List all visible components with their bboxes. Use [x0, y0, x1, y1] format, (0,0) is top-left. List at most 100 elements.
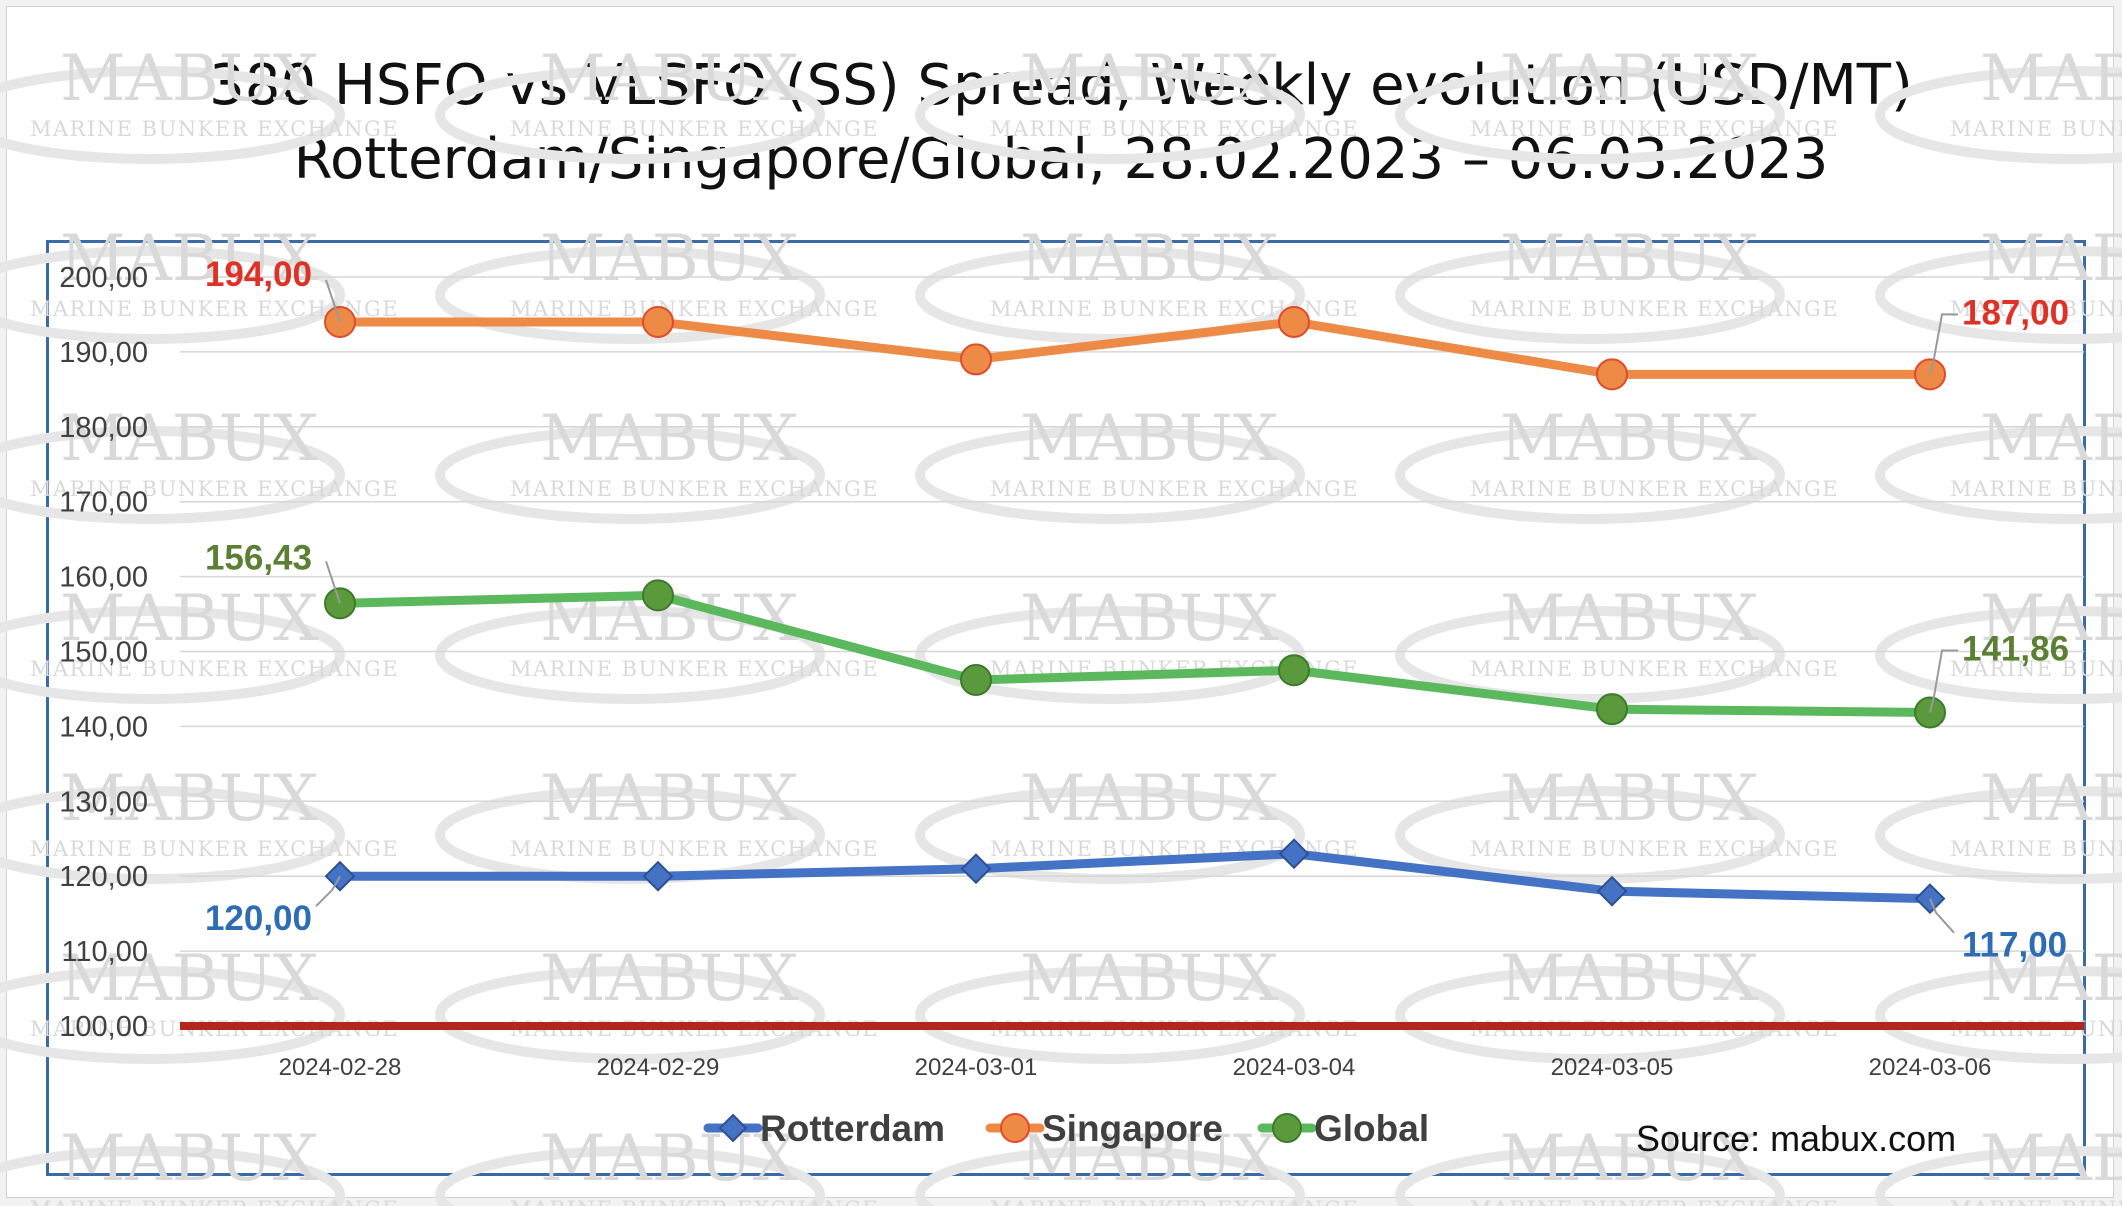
series-line-rotterdam [335, 849, 1935, 904]
watermark-tagline: MARINE BUNKER EXCHANGE [990, 117, 1359, 141]
watermark-tagline: MARINE BUNKER EXCHANGE [30, 657, 399, 681]
watermark-tagline: MARINE BUNKER EXCHANGE [30, 117, 399, 141]
watermark-swoosh [435, 966, 825, 1064]
data-point-singapore [960, 343, 992, 376]
data-label-leader [315, 875, 341, 907]
y-tick-label: 100,00 [59, 1011, 148, 1043]
y-tick-label: 120,00 [59, 861, 148, 893]
watermark-tagline: MARINE BUNKER EXCHANGE [510, 297, 879, 321]
data-label-global: 156,43 [205, 538, 312, 577]
watermark-tagline: MARINE BUNKER EXCHANGE [1470, 117, 1839, 141]
watermark-swoosh [0, 246, 345, 344]
watermark-brand: MABUX [1980, 762, 2122, 836]
watermark-brand: MABUX [1500, 1122, 1759, 1196]
watermark-swoosh [915, 786, 1305, 884]
data-label-singapore: 194,00 [205, 255, 312, 294]
watermark-tagline: MARINE BUNKER EXCHANGE [510, 1197, 879, 1206]
watermark-swoosh [915, 1146, 1305, 1206]
watermark-brand: MABUX [540, 42, 799, 116]
data-point-singapore [1596, 358, 1628, 391]
watermark-swoosh [1875, 246, 2122, 344]
y-axis: 100,00 110,00 120,00 130,00 140,00 150,00 160,… [59, 262, 148, 1043]
watermark-tagline: MARINE BUNKER EXCHANGE [1470, 657, 1839, 681]
watermark-swoosh [915, 966, 1305, 1064]
data-point-singapore [1278, 305, 1310, 338]
legend-marker-global [1272, 1113, 1302, 1143]
watermark-brand: MABUX [60, 762, 319, 836]
watermark-swoosh [915, 426, 1305, 524]
watermark-brand: MABUX [1980, 222, 2122, 296]
x-tick-label: 2024-03-06 [1869, 1054, 1992, 1081]
watermark-swoosh [0, 786, 345, 884]
watermark-tagline: MARINE BUNKER EXCHANGE [1470, 837, 1839, 861]
watermark-tagline: MARINE BUNKER EXCHANGE [1950, 117, 2122, 141]
y-tick-label: 130,00 [59, 786, 148, 818]
watermark-tagline: MARINE BUNKER EXCHANGE [1950, 477, 2122, 501]
watermark-brand: MABUX [60, 942, 319, 1016]
watermark-brand: MABUX [1020, 42, 1279, 116]
x-tick-label: 2024-03-04 [1233, 1054, 1356, 1081]
watermark-swoosh [435, 246, 825, 344]
x-axis: 2024-02-28 2024-02-29 2024-03-01 2024-03-04… [279, 1054, 1992, 1081]
watermark-tagline: MARINE BUNKER EXCHANGE [30, 837, 399, 861]
data-point-global [642, 579, 674, 612]
watermark-brand: MABUX [1980, 942, 2122, 1016]
plot-area-border [46, 240, 2086, 1176]
watermark-brand: MABUX [540, 222, 799, 296]
watermark-brand: MABUX [1020, 582, 1279, 656]
legend-marker-rotterdam [718, 1113, 748, 1143]
watermark-brand: MABUX [1500, 582, 1759, 656]
watermark-tagline: MARINE BUNKER EXCHANGE [1470, 297, 1839, 321]
data-label-rotterdam: 120,00 [205, 899, 312, 938]
watermark-swoosh [1395, 1146, 1785, 1206]
watermark-swoosh [1875, 966, 2122, 1064]
watermark-tagline: MARINE BUNKER EXCHANGE [30, 477, 399, 501]
x-tick-label: 2024-03-05 [1551, 1054, 1674, 1081]
watermark-brand: MABUX [1500, 762, 1759, 836]
data-point-singapore [642, 305, 674, 338]
watermark-swoosh [1875, 1146, 2122, 1206]
legend-marker-singapore [1000, 1113, 1030, 1143]
x-tick-label: 2024-02-29 [597, 1054, 720, 1081]
watermark-tagline: MARINE BUNKER EXCHANGE [510, 117, 879, 141]
watermark-swoosh [0, 66, 345, 164]
watermark-swoosh [1875, 786, 2122, 884]
watermark-brand: MABUX [1020, 222, 1279, 296]
legend: Rotterdam Singapore Global [703, 1108, 1429, 1149]
watermark-brand: MABUX [1500, 222, 1759, 296]
watermark-brand: MABUX [1500, 42, 1759, 116]
series-line-singapore [335, 317, 1935, 379]
watermark-brand: MABUX [1980, 582, 2122, 656]
watermark-brand: MABUX [1020, 762, 1279, 836]
watermark-swoosh [435, 606, 825, 704]
data-point-rotterdam [1596, 875, 1628, 907]
watermark-brand: MABUX [540, 762, 799, 836]
watermark-tagline: MARINE BUNKER EXCHANGE [1470, 1197, 1839, 1206]
y-tick-label: 110,00 [61, 936, 148, 968]
x-tick-label: 2024-03-01 [915, 1054, 1038, 1081]
legend-label-rotterdam: Rotterdam [760, 1108, 945, 1149]
watermark-brand: MABUX [1980, 42, 2122, 116]
watermark-swoosh [1875, 606, 2122, 704]
watermark-swoosh [915, 606, 1305, 704]
legend-item-singapore: Singapore [985, 1108, 1223, 1149]
watermark-brand: MABUX [1020, 402, 1279, 476]
watermark-brand: MABUX [60, 42, 319, 116]
watermark-tagline: MARINE BUNKER EXCHANGE [510, 477, 879, 501]
watermark-brand: MABUX [1500, 402, 1759, 476]
